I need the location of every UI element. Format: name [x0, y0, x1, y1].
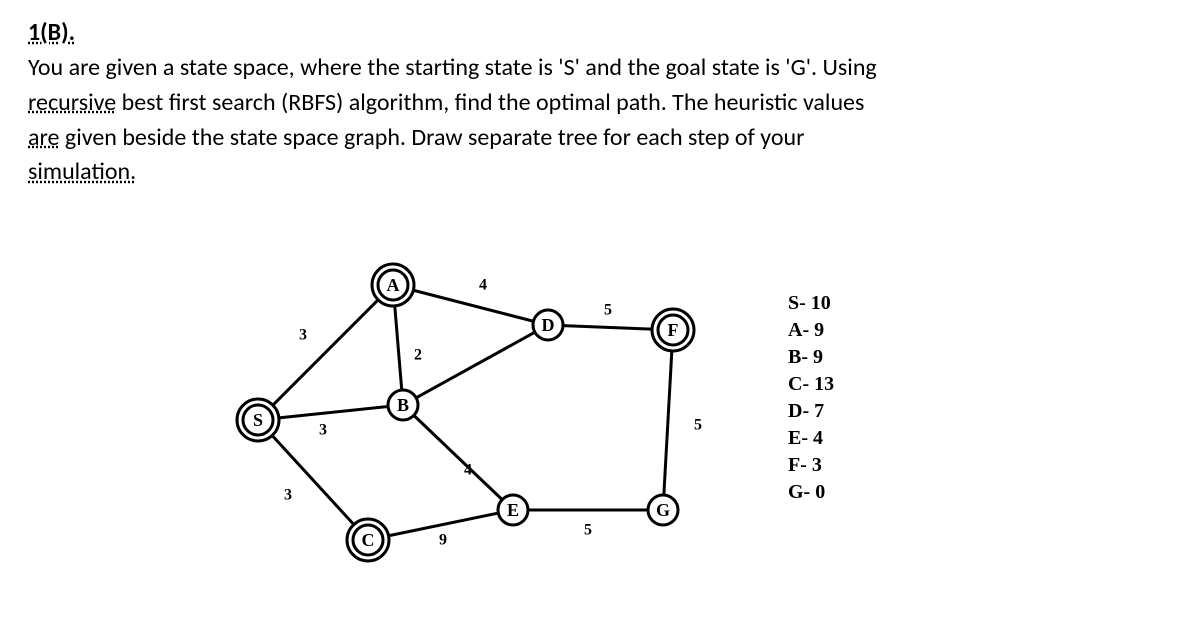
node-label: C: [362, 530, 375, 550]
edge-weight: 5: [584, 522, 592, 539]
question-line-3: are given beside the state space graph. …: [28, 121, 1172, 156]
edge-weight: 5: [694, 417, 702, 434]
page-root: 1(B). You are given a state space, where…: [0, 0, 1200, 608]
question-line-4: simulation.: [28, 155, 1172, 190]
edge-weight: 9: [439, 532, 447, 549]
question-line-1: You are given a state space, where the s…: [28, 51, 1172, 86]
question-heading: 1(B).: [28, 18, 1172, 47]
graph-edge: [414, 416, 502, 500]
node-label: G: [656, 500, 670, 520]
edge-weight: 2: [414, 347, 422, 364]
ql4-underlined: simulation.: [28, 157, 136, 186]
node-label: D: [542, 315, 555, 335]
graph-edge: [416, 332, 535, 398]
graph-edge: [273, 300, 378, 405]
edge-weight: 4: [464, 462, 472, 479]
heuristic-row: C- 13: [788, 371, 834, 398]
question-body: You are given a state space, where the s…: [28, 51, 1172, 190]
graph-edge: [395, 306, 402, 390]
node-label: F: [668, 320, 679, 340]
graph-edge: [279, 407, 388, 418]
heuristic-row: G- 0: [788, 479, 834, 506]
question-line-2: recursive best first search (RBFS) algor…: [28, 86, 1172, 121]
heuristic-row: S- 10: [788, 290, 834, 317]
edge-weight: 3: [319, 422, 327, 439]
node-label: S: [253, 410, 263, 430]
state-space-graph: 3 3 3 2 4 4 9 5 5 5 S A B C D E F G: [218, 230, 758, 580]
ql3-rest: given beside the state space graph. Draw…: [60, 123, 805, 152]
figure-area: 3 3 3 2 4 4 9 5 5 5 S A B C D E F G S- 10A- 9B- 9C- 13D-…: [28, 230, 1172, 590]
node-label: E: [507, 500, 519, 520]
heuristic-row: D- 7: [788, 398, 834, 425]
node-label: B: [397, 395, 409, 415]
heuristic-row: E- 4: [788, 425, 834, 452]
edge-weight: 4: [479, 277, 487, 294]
ql2-rest: best first search (RBFS) algorithm, find…: [116, 88, 864, 117]
graph-edge: [272, 436, 354, 525]
edge-weight: 5: [604, 302, 612, 319]
ql3-underlined: are: [28, 123, 60, 152]
ql2-underlined: recursive: [28, 88, 116, 117]
graph-edge: [664, 351, 672, 495]
heuristics-list: S- 10A- 9B- 9C- 13D- 7E- 4F- 3G- 0: [788, 290, 834, 506]
heuristic-row: F- 3: [788, 452, 834, 479]
heuristic-row: B- 9: [788, 344, 834, 371]
heuristic-row: A- 9: [788, 317, 834, 344]
edge-weight: 3: [299, 327, 307, 344]
graph-edge: [563, 326, 652, 330]
graph-edge: [413, 290, 533, 321]
node-label: A: [387, 275, 400, 295]
edge-weight: 3: [284, 487, 292, 504]
